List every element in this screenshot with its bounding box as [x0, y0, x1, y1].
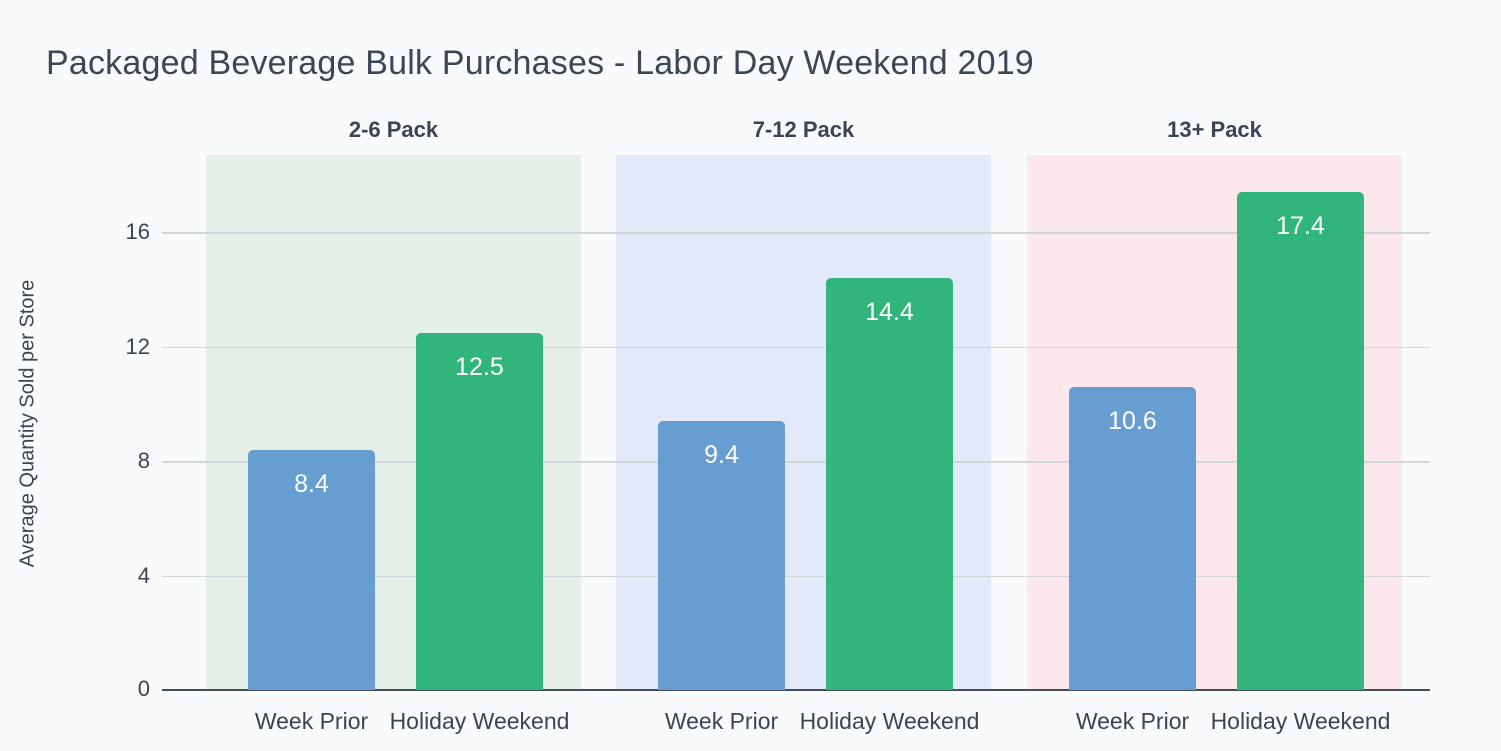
- facet-title-7-12-pack: 7-12 Pack: [752, 117, 855, 142]
- bar-value-label: 14.4: [865, 298, 914, 327]
- xlabel-7-12-pack-holiday-weekend: Holiday Weekend: [799, 708, 980, 734]
- y-axis-title: Average Quantity Sold per Store: [16, 279, 39, 568]
- gridline-16: [162, 232, 1430, 234]
- gridline-8: [162, 461, 1430, 463]
- bar-value-label: 8.4: [294, 469, 329, 498]
- xlabel-2-6-pack-week-prior: Week Prior: [254, 708, 369, 734]
- ytick-0: 0: [137, 676, 150, 701]
- bar-2-6-pack-week-prior: 8.4: [248, 449, 375, 690]
- bar-value-label: 12.5: [455, 352, 504, 381]
- x-axis-line: [162, 688, 1430, 691]
- xlabel-13-plus-pack-week-prior: Week Prior: [1075, 708, 1190, 734]
- ytick-16: 16: [125, 219, 150, 244]
- bar-13-plus-pack-week-prior: 10.6: [1069, 386, 1196, 690]
- bar-value-label: 9.4: [704, 441, 739, 470]
- bar-13-plus-pack-holiday-weekend: 17.4: [1237, 192, 1364, 690]
- ytick-4: 4: [137, 562, 150, 588]
- gridline-12: [162, 346, 1430, 348]
- facet-title-13-plus-pack: 13+ Pack: [1167, 117, 1262, 142]
- bar-2-6-pack-holiday-weekend: 12.5: [416, 332, 543, 690]
- ytick-12: 12: [125, 333, 150, 359]
- xlabel-13-plus-pack-holiday-weekend: Holiday Weekend: [1210, 708, 1391, 734]
- ytick-8: 8: [137, 448, 150, 473]
- bar-value-label: 10.6: [1108, 406, 1157, 435]
- xlabel-7-12-pack-week-prior: Week Prior: [664, 708, 779, 734]
- bar-7-12-pack-holiday-weekend: 14.4: [826, 278, 953, 690]
- facet-title-2-6-pack: 2-6 Pack: [348, 117, 439, 142]
- gridline-4: [162, 575, 1430, 577]
- xlabel-2-6-pack-holiday-weekend: Holiday Weekend: [389, 708, 570, 734]
- chart-title: Packaged Beverage Bulk Purchases - Labor…: [46, 44, 1034, 82]
- bar-7-12-pack-week-prior: 9.4: [658, 421, 785, 690]
- bar-value-label: 17.4: [1276, 212, 1325, 241]
